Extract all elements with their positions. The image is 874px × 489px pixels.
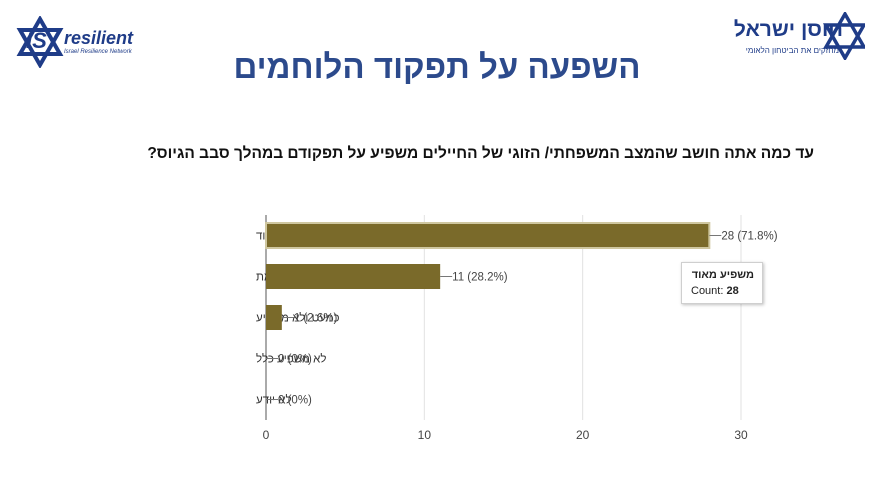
x-tick-label: 0 xyxy=(263,428,270,442)
category-label: לא משפיע כלל xyxy=(256,353,326,366)
tooltip-count-value: 28 xyxy=(726,285,739,297)
star-of-david-icon xyxy=(822,12,865,60)
star-of-david-icon xyxy=(16,16,64,68)
x-tick-label: 20 xyxy=(576,428,590,442)
bar xyxy=(266,264,441,289)
tooltip-title: משפיע מאוד xyxy=(691,269,754,281)
page-title: השפעה על תפקוד הלוחמים xyxy=(233,48,641,85)
x-tick-label: 30 xyxy=(734,428,748,442)
logo-name: resilient xyxy=(64,28,134,48)
tooltip-count: Count: 28 xyxy=(691,285,739,297)
hosen-israel-logo: חוסן ישראל מחזקים את הביטחון הלאומי xyxy=(723,12,865,62)
is-resilient-logo: IS resilient Israel Resilience Network xyxy=(14,16,144,68)
bar xyxy=(265,222,711,249)
logo-name: חוסן ישראל xyxy=(733,18,843,41)
data-label: 1 (2.6%) xyxy=(294,313,338,325)
data-label: 28 (71.8%) xyxy=(721,231,777,243)
x-tick-label: 10 xyxy=(418,428,432,442)
bar xyxy=(266,305,282,330)
logo-subtitle: Israel Resilience Network xyxy=(64,49,132,55)
survey-question: עד כמה אתה חושב שהמצב המשפחתי/ הזוגי של … xyxy=(147,145,814,162)
tooltip-count-label: Count: xyxy=(691,285,724,297)
chart-tooltip: משפיע מאוד Count: 28 xyxy=(681,262,763,304)
logo-mark: IS xyxy=(26,28,47,53)
data-label: 11 (28.2%) xyxy=(452,272,508,284)
logo-subtitle: מחזקים את הביטחון הלאומי xyxy=(745,46,839,55)
data-label: 0 (0%) xyxy=(278,395,312,407)
data-label: 0 (0%) xyxy=(278,354,312,366)
